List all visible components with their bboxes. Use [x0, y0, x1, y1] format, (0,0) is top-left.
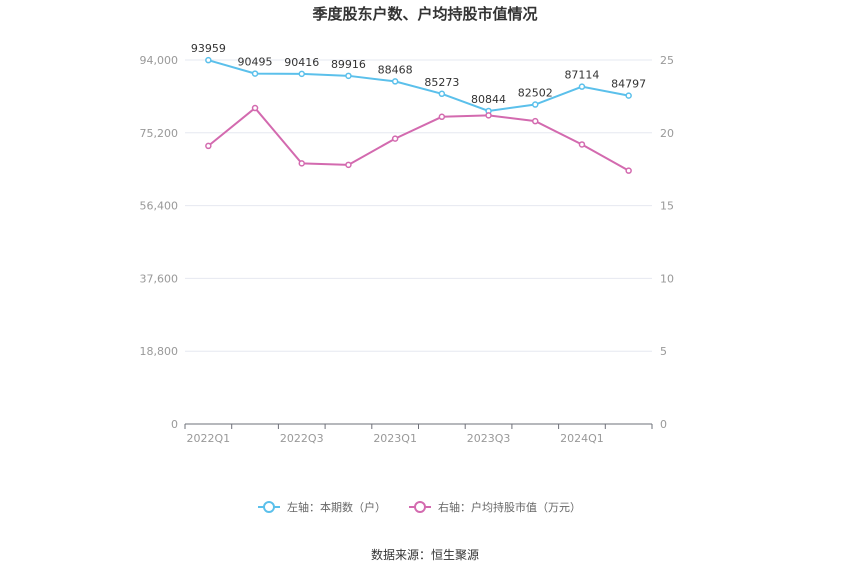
data-label: 84797 — [611, 78, 646, 91]
right-axis-tick-label: 25 — [660, 54, 674, 67]
data-point — [251, 70, 259, 77]
data-point — [391, 78, 399, 85]
left-axis-tick-label: 37,600 — [140, 272, 179, 285]
legend-marker — [414, 501, 426, 513]
left-axis-tick-label: 0 — [171, 418, 178, 431]
data-point — [298, 70, 305, 78]
data-point — [485, 112, 492, 119]
legend-label: 右轴：户均持股市值（万元） — [438, 500, 581, 514]
legend-label: 左轴：本期数（户） — [287, 500, 386, 514]
series-line — [208, 59, 629, 112]
series-line — [207, 106, 630, 172]
left-axis-tick-label: 56,400 — [140, 200, 179, 213]
data-label: 82502 — [518, 87, 553, 100]
x-axis-tick-label: 2022Q1 — [187, 432, 231, 445]
data-point — [205, 142, 212, 150]
data-point — [532, 101, 539, 108]
x-axis-tick-label: 2022Q3 — [280, 432, 324, 445]
data-point — [578, 83, 586, 90]
data-label: 90495 — [238, 56, 273, 69]
data-point — [532, 117, 539, 125]
data-point — [345, 161, 352, 169]
data-point — [625, 92, 632, 99]
chart-title: 季度股东户数、户均持股市值情况 — [312, 5, 538, 23]
data-point — [298, 160, 305, 167]
data-label: 80844 — [471, 93, 506, 106]
data-point — [205, 56, 212, 64]
x-axis-tick-label: 2023Q1 — [373, 432, 417, 445]
right-axis-tick-label: 10 — [660, 272, 674, 285]
data-label: 93959 — [191, 42, 226, 55]
right-axis-tick-label: 5 — [660, 345, 667, 358]
data-label: 89916 — [331, 58, 366, 71]
right-axis-tick-label: 0 — [660, 418, 667, 431]
data-point — [345, 72, 352, 80]
legend-marker — [263, 501, 275, 513]
x-axis-tick-label: 2023Q3 — [467, 432, 511, 445]
data-point — [438, 90, 446, 98]
data-label: 85273 — [424, 76, 459, 89]
left-axis-tick-label: 75,200 — [140, 127, 179, 140]
data-point — [438, 113, 446, 121]
left-axis-tick-label: 94,000 — [140, 54, 179, 67]
data-label: 90416 — [284, 56, 319, 69]
data-label: 88468 — [378, 63, 413, 76]
data-point — [251, 104, 259, 112]
data-source: 数据来源：恒生聚源 — [370, 548, 479, 562]
data-point — [578, 141, 586, 148]
x-axis-tick-label: 2024Q1 — [560, 432, 604, 445]
data-label: 87114 — [564, 69, 599, 82]
right-axis-tick-label: 15 — [660, 200, 674, 213]
data-point — [391, 135, 399, 142]
left-axis-tick-label: 18,800 — [140, 345, 179, 358]
data-point — [625, 167, 632, 174]
right-axis-tick-label: 20 — [660, 127, 674, 140]
